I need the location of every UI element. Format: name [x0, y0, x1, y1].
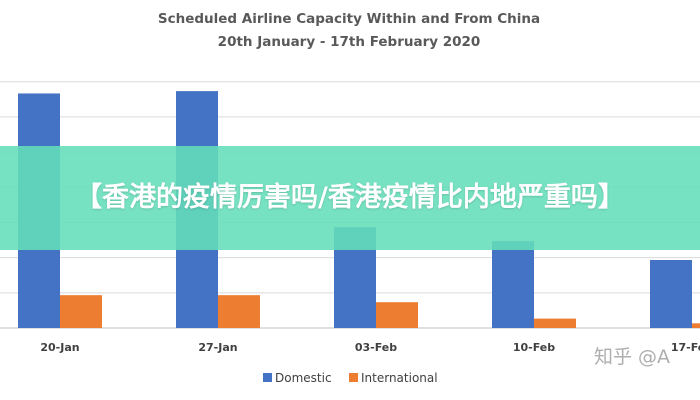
x-tick-label: 20-Jan [40, 341, 79, 354]
legend-swatch [349, 373, 358, 382]
x-tick-label: 27-Jan [198, 341, 237, 354]
x-tick-label: 17-Feb [671, 341, 700, 354]
bar-international [60, 295, 102, 328]
x-tick-label: 10-Feb [513, 341, 555, 354]
bar-international [376, 302, 418, 328]
watermark: 知乎 @A [594, 346, 671, 368]
bar-international [692, 323, 700, 328]
legend-label: International [361, 371, 438, 385]
legend-label: Domestic [275, 371, 332, 385]
x-axis: 20-Jan 27-Jan 03-Feb 10-Feb 17-Feb [40, 341, 700, 354]
bar-domestic [650, 259, 692, 328]
x-tick-label: 03-Feb [355, 341, 397, 354]
chart-subtitle: 20th January - 17th February 2020 [218, 34, 481, 50]
legend: Domestic International [263, 371, 438, 385]
headline-text: 【香港的疫情厉害吗/香港疫情比内地严重吗】 [75, 182, 625, 213]
chart-title: Scheduled Airline Capacity Within and Fr… [158, 11, 540, 27]
legend-swatch [263, 373, 272, 382]
bar-domestic [492, 241, 534, 328]
bar-international [218, 295, 260, 328]
bar-international [534, 318, 576, 328]
headline-banner: 【香港的疫情厉害吗/香港疫情比内地严重吗】 [0, 146, 700, 250]
